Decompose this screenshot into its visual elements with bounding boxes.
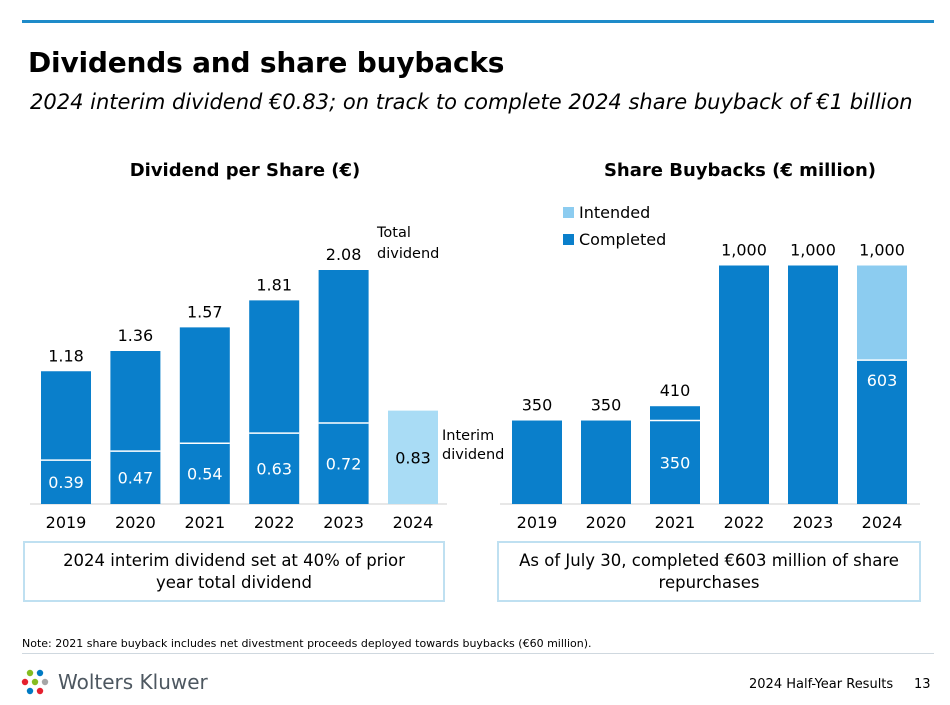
- logo-mark-icon: [21, 669, 49, 695]
- dividend-callout-text: 2024 interim dividend set at 40% of prio…: [63, 550, 405, 592]
- legend-swatch-completed: [563, 234, 574, 245]
- buyback-chart-title: Share Buybacks (€ million): [603, 160, 877, 181]
- dividend-x-tick-2022: 2022: [254, 513, 295, 532]
- dividend-interim-label-2019: 0.39: [48, 473, 84, 492]
- legend-label-completed: Completed: [579, 230, 666, 249]
- buyback-total-label-2021: 410: [660, 381, 691, 400]
- buyback-callout: As of July 30, completed €603 million of…: [497, 541, 921, 602]
- dividend-x-tick-2024: 2024: [393, 513, 434, 532]
- buyback-x-tick-2022: 2022: [724, 513, 765, 532]
- dividend-bar-total-2022: [249, 300, 300, 504]
- dividend-bar-total-2020: [110, 351, 161, 504]
- slide-subtitle: 2024 interim dividend €0.83; on track to…: [30, 90, 913, 114]
- dividend-bar-total-2021: [179, 327, 230, 504]
- buyback-x-tick-2019: 2019: [517, 513, 558, 532]
- dividend-total-label-2020: 1.36: [118, 326, 154, 345]
- buyback-x-tick-2020: 2020: [586, 513, 627, 532]
- page-number: 13: [914, 677, 931, 692]
- footnote: Note: 2021 share buyback includes net di…: [22, 637, 592, 650]
- dividend-x-tick-2021: 2021: [184, 513, 225, 532]
- dividend-interim-label-2024: 0.83: [395, 448, 431, 467]
- buyback-x-tick-2021: 2021: [655, 513, 696, 532]
- total-dividend-annotation-line1: Total: [376, 225, 411, 241]
- dividend-interim-label-2021: 0.54: [187, 465, 223, 484]
- buyback-bar-completed-2024: [857, 360, 907, 504]
- dividend-total-label-2019: 1.18: [48, 346, 84, 365]
- dividend-bar-total-2023: [318, 270, 369, 504]
- legend-label-intended: Intended: [579, 203, 650, 222]
- buyback-total-label-2022: 1,000: [721, 241, 767, 260]
- footer-title: 2024 Half-Year Results: [749, 677, 894, 692]
- dividend-interim-label-2023: 0.72: [326, 455, 362, 474]
- buyback-bar-completed-2021: [650, 406, 700, 504]
- dividend-bar-total-2019: [41, 371, 91, 504]
- dividend-bar-interim-2024: [388, 410, 438, 504]
- buyback-x-tick-2024: 2024: [862, 513, 903, 532]
- dividend-x-tick-2023: 2023: [323, 513, 364, 532]
- dividend-callout: 2024 interim dividend set at 40% of prio…: [23, 541, 445, 602]
- bottom-rule: [22, 653, 934, 654]
- dividend-interim-label-2022: 0.63: [256, 460, 292, 479]
- buyback-total-label-2024: 1,000: [859, 241, 905, 260]
- buyback-total-label-2020: 350: [591, 396, 622, 415]
- legend-swatch-intended: [563, 207, 574, 218]
- buyback-bar-completed-2022: [719, 265, 769, 504]
- dividend-total-label-2022: 1.81: [256, 275, 292, 294]
- dividend-chart-title: Dividend per Share (€): [129, 160, 361, 181]
- buyback-x-tick-2023: 2023: [793, 513, 834, 532]
- buyback-bar-completed-2020: [581, 420, 631, 504]
- buyback-bar-intended-2024: [857, 265, 907, 361]
- top-accent-rule: [22, 20, 934, 23]
- buyback-bar-completed-2019: [512, 420, 562, 504]
- logo-text: Wolters Kluwer: [58, 670, 208, 694]
- dividend-x-tick-2019: 2019: [46, 513, 87, 532]
- wolters-kluwer-logo: Wolters Kluwer: [20, 667, 208, 697]
- buyback-inner-label-2021: 350: [660, 453, 691, 472]
- slide-title: Dividends and share buybacks: [28, 46, 505, 79]
- dividend-x-tick-2020: 2020: [115, 513, 156, 532]
- buyback-total-label-2019: 350: [522, 396, 553, 415]
- dividend-total-label-2021: 1.57: [187, 302, 223, 321]
- dividend-interim-label-2020: 0.47: [118, 469, 154, 488]
- buyback-bar-completed-2023: [788, 265, 838, 504]
- dividend-total-label-2023: 2.08: [326, 245, 362, 264]
- buyback-callout-text: As of July 30, completed €603 million of…: [519, 550, 899, 592]
- interim-dividend-annotation-line2: dividend: [442, 447, 504, 463]
- buyback-inner-label-2024: 603: [867, 371, 898, 390]
- total-dividend-annotation-line2: dividend: [377, 246, 439, 262]
- buyback-total-label-2023: 1,000: [790, 241, 836, 260]
- interim-dividend-annotation-line1: Interim: [442, 428, 494, 444]
